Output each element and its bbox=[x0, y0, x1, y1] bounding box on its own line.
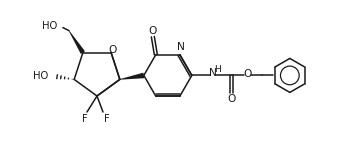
Text: O: O bbox=[244, 69, 252, 79]
Text: O: O bbox=[149, 26, 157, 36]
Text: O: O bbox=[108, 45, 116, 55]
Text: F: F bbox=[82, 114, 88, 124]
Polygon shape bbox=[69, 30, 85, 54]
Polygon shape bbox=[69, 31, 83, 53]
Text: O: O bbox=[228, 94, 236, 104]
Text: F: F bbox=[104, 114, 110, 124]
Text: HO: HO bbox=[41, 21, 57, 31]
Text: N: N bbox=[177, 42, 185, 52]
Text: H: H bbox=[215, 65, 221, 74]
Polygon shape bbox=[120, 73, 144, 80]
Text: HO: HO bbox=[33, 71, 48, 81]
Text: N: N bbox=[209, 68, 217, 78]
